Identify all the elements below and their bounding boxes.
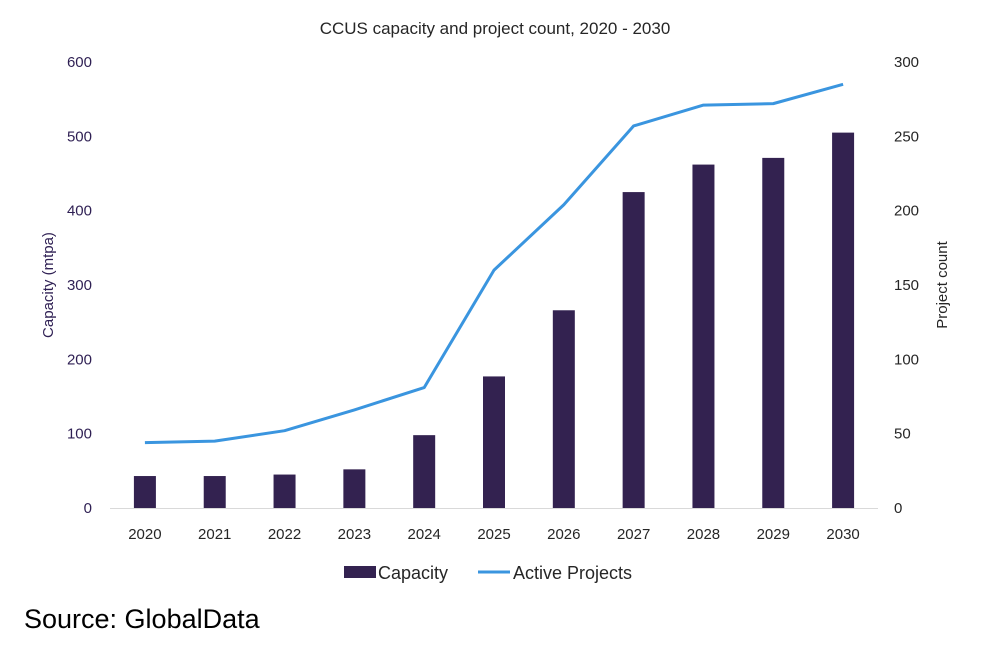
capacity-bar-2021 — [203, 476, 226, 508]
x-tick-label: 2024 — [407, 526, 440, 543]
x-tick-label: 2021 — [198, 526, 231, 543]
left-tick-label: 500 — [67, 128, 92, 145]
capacity-bar-2028 — [692, 164, 715, 508]
right-axis-title: Project count — [934, 240, 951, 328]
left-tick-label: 300 — [67, 277, 92, 294]
right-tick-label: 200 — [894, 203, 919, 220]
source-note: Source: GlobalData — [24, 604, 260, 634]
x-axis-ticks: 2020 2021 2022 2023 2024 2025 2026 2027 2028 2029… — [128, 526, 860, 543]
capacity-bar-2025 — [483, 376, 505, 508]
chart-title: CCUS capacity and project count, 2020 - … — [320, 19, 671, 38]
legend-active-projects-label: Active Projects — [513, 563, 632, 583]
x-tick-label: 2026 — [547, 526, 580, 543]
x-tick-label: 2025 — [477, 526, 510, 543]
right-tick-label: 250 — [894, 128, 919, 145]
right-axis-ticks: 0 50 100 150 200 250 300 — [894, 54, 919, 517]
capacity-bar-2024 — [413, 435, 436, 508]
left-tick-label: 100 — [67, 426, 92, 443]
capacity-bar-2022 — [273, 474, 296, 508]
x-tick-label: 2030 — [826, 526, 859, 543]
left-axis-title: Capacity (mtpa) — [40, 232, 57, 338]
capacity-bar-2030 — [832, 132, 855, 508]
left-axis-ticks: 0 100 200 300 400 500 600 — [67, 54, 92, 517]
x-tick-label: 2029 — [757, 526, 790, 543]
x-tick-label: 2028 — [687, 526, 720, 543]
capacity-bar-2029 — [762, 157, 785, 508]
x-tick-label: 2027 — [617, 526, 650, 543]
legend-capacity-swatch — [344, 566, 376, 578]
capacity-bars — [133, 132, 855, 509]
right-tick-label: 0 — [894, 500, 902, 517]
right-tick-label: 150 — [894, 277, 919, 294]
left-tick-label: 0 — [84, 500, 92, 517]
right-tick-label: 100 — [894, 351, 919, 368]
active-projects-line — [144, 82, 844, 445]
capacity-bar-2023 — [343, 469, 366, 508]
capacity-bar-2020 — [133, 476, 156, 508]
combo-chart: CCUS capacity and project count, 2020 - … — [40, 19, 951, 583]
left-tick-label: 600 — [67, 54, 92, 71]
left-tick-label: 200 — [67, 351, 92, 368]
legend-capacity-label: Capacity — [378, 563, 448, 583]
right-tick-label: 300 — [894, 54, 919, 71]
capacity-bar-2027 — [622, 192, 645, 509]
legend: Capacity Active Projects — [344, 563, 632, 583]
x-tick-label: 2023 — [338, 526, 371, 543]
right-tick-label: 50 — [894, 426, 911, 443]
capacity-bar-2026 — [552, 310, 575, 508]
x-tick-label: 2020 — [128, 526, 161, 543]
left-tick-label: 400 — [67, 203, 92, 220]
x-tick-label: 2022 — [268, 526, 301, 543]
